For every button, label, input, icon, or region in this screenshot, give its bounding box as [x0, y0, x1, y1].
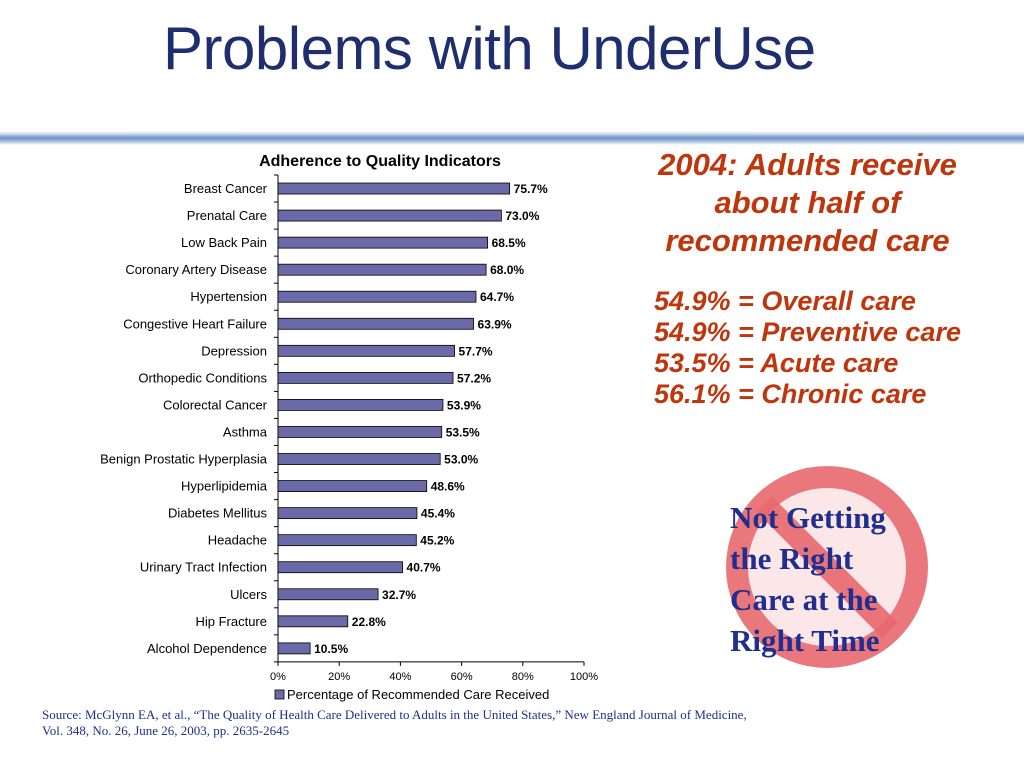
- data-label: 64.7%: [480, 290, 514, 304]
- bar: [277, 588, 379, 601]
- category-label: Depression: [201, 343, 267, 358]
- bar: [277, 480, 428, 492]
- data-label: 63.9%: [478, 317, 512, 331]
- data-label: 53.9%: [447, 398, 481, 412]
- stat-preventive-care: 54.9% = Preventive care: [654, 317, 961, 347]
- no-sign-line-3: Care at the: [730, 582, 878, 617]
- no-sign-line-4: Right Time: [730, 623, 880, 658]
- bar: [277, 561, 403, 574]
- category-label: Breast Cancer: [184, 181, 268, 196]
- data-label: 57.7%: [459, 344, 493, 358]
- bar: [277, 182, 511, 195]
- bar: [277, 317, 474, 330]
- chart-title: Adherence to Quality Indicators: [259, 153, 501, 170]
- bar: [277, 371, 454, 384]
- callout-heading: 2004: Adults receive about half of recom…: [658, 147, 957, 258]
- category-label: Benign Prostatic Hyperplasia: [100, 452, 268, 467]
- stat-chronic-care: 56.1% = Chronic care: [654, 379, 927, 409]
- source-line-2: Vol. 348, No. 26, June 26, 2003, pp. 263…: [42, 723, 290, 738]
- data-label: 40.7%: [407, 561, 441, 575]
- no-sign-caption: Not Getting the Right Care at the Right …: [730, 497, 940, 661]
- category-label: Low Back Pain: [181, 235, 267, 250]
- category-label: Coronary Artery Disease: [125, 262, 267, 277]
- bar: [277, 344, 455, 357]
- x-tick-label: 80%: [512, 671, 534, 683]
- data-label: 68.5%: [492, 236, 526, 250]
- care-stats-list: 54.9% = Overall care 54.9% = Preventive …: [654, 286, 961, 410]
- data-label: 48.6%: [431, 480, 465, 494]
- bar: [277, 453, 441, 465]
- category-label: Orthopedic Conditions: [138, 370, 267, 385]
- data-label: 22.8%: [352, 615, 386, 629]
- bar: [277, 236, 489, 249]
- category-label: Asthma: [223, 424, 268, 439]
- stat-overall-care: 54.9% = Overall care: [654, 286, 916, 316]
- x-tick-label: 100%: [570, 671, 598, 683]
- data-label: 45.2%: [420, 534, 454, 548]
- category-label: Hyperlipidemia: [181, 479, 268, 494]
- category-label: Alcohol Dependence: [147, 641, 267, 656]
- bar: [277, 642, 311, 655]
- bar: [277, 426, 443, 438]
- stat-acute-care: 53.5% = Acute care: [654, 348, 899, 378]
- category-label: Hip Fracture: [195, 614, 267, 629]
- data-label: 75.7%: [514, 182, 548, 196]
- category-label: Colorectal Cancer: [163, 397, 268, 412]
- x-tick-label: 20%: [328, 671, 350, 683]
- data-label: 10.5%: [314, 642, 348, 656]
- category-label: Prenatal Care: [187, 208, 267, 223]
- category-label: Diabetes Mellitus: [168, 506, 267, 521]
- x-tick-label: 0%: [270, 671, 286, 683]
- bar: [277, 399, 444, 411]
- data-label: 73.0%: [505, 209, 539, 223]
- bar: [277, 615, 349, 628]
- data-label: 53.5%: [446, 425, 480, 439]
- bar: [277, 263, 487, 276]
- title-divider: [0, 131, 1024, 145]
- x-tick-label: 40%: [389, 671, 411, 683]
- category-label: Headache: [208, 533, 267, 548]
- x-tick-label: 60%: [451, 671, 473, 683]
- category-label: Urinary Tract Infection: [140, 560, 267, 575]
- category-label: Ulcers: [230, 587, 267, 602]
- data-label: 53.0%: [444, 453, 478, 467]
- slide-title: Problems with UnderUse: [163, 15, 816, 82]
- no-sign-line-2: the Right: [730, 541, 854, 576]
- adherence-bar-chart: Adherence to Quality Indicators Breast C…: [100, 153, 598, 702]
- data-label: 68.0%: [490, 263, 524, 277]
- data-label: 57.2%: [457, 371, 491, 385]
- bar: [277, 290, 477, 303]
- no-sign-line-1: Not Getting: [730, 500, 886, 535]
- bar: [277, 507, 418, 520]
- bar: [277, 209, 502, 222]
- category-label: Congestive Heart Failure: [123, 316, 267, 331]
- source-citation: Source: McGlynn EA, et al., “The Quality…: [42, 707, 1002, 739]
- legend-swatch: [274, 689, 285, 700]
- legend-label: Percentage of Recommended Care Received: [287, 687, 549, 702]
- prohibition-icon: [726, 466, 928, 668]
- chart-legend: Percentage of Recommended Care Received: [274, 687, 549, 702]
- bar: [277, 534, 417, 547]
- source-line-1: Source: McGlynn EA, et al., “The Quality…: [42, 707, 747, 722]
- data-label: 32.7%: [382, 588, 416, 602]
- category-label: Hypertension: [190, 289, 267, 304]
- data-label: 45.4%: [421, 507, 455, 521]
